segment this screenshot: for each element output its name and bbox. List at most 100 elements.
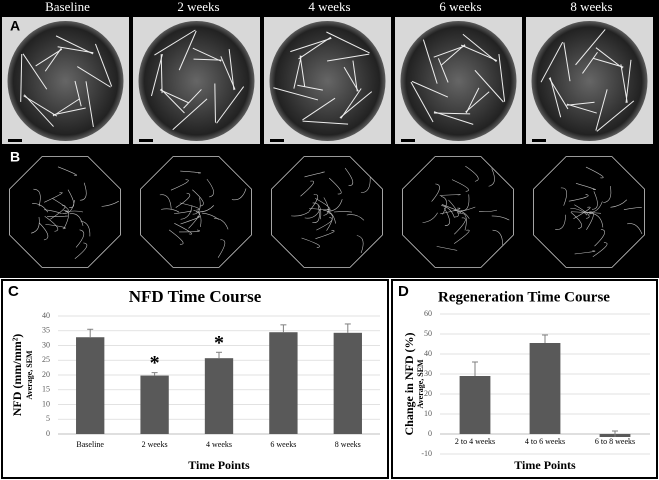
tracing-fiber — [193, 210, 202, 228]
nerve-fiber — [150, 53, 163, 97]
tracing-outline — [533, 156, 645, 268]
significance-marker: * — [150, 352, 160, 374]
nerve-fiber — [94, 43, 113, 87]
tracing-fiber — [323, 197, 329, 216]
tracing-fiber — [79, 182, 87, 201]
bar — [76, 337, 105, 434]
nerve-fiber — [549, 77, 562, 118]
tracing-fiber — [64, 210, 84, 213]
tracing-fiber — [180, 216, 201, 225]
tracing-fiber — [175, 192, 191, 208]
tracing-fiber — [574, 204, 590, 219]
panel-label: A — [10, 18, 20, 34]
tracing-outline — [9, 156, 121, 268]
panel-c-frame — [1, 279, 389, 479]
nerve-fiber — [460, 44, 498, 62]
nerve-fiber — [22, 53, 48, 90]
tracing-fiber — [291, 211, 309, 217]
nerve-fiber — [44, 47, 62, 72]
tracing-fiber — [201, 212, 219, 220]
nerve-fiber — [433, 45, 466, 58]
scale-bar — [8, 139, 22, 142]
tracing-fiber — [627, 223, 643, 235]
nerve-fiber — [596, 100, 635, 132]
nerve-fiber — [20, 53, 23, 102]
nerve-fiber — [566, 103, 597, 114]
tracing-fiber — [180, 205, 193, 220]
tracing-fiber — [344, 167, 354, 187]
nerve-fiber — [340, 88, 362, 119]
x-tick-label: Baseline — [76, 440, 104, 449]
tracing-fiber — [491, 215, 510, 221]
nerve-fiber — [575, 29, 606, 66]
tracing-fiber — [454, 217, 466, 235]
nerve-fiber — [57, 46, 94, 54]
x-tick-label: 2 to 4 weeks — [455, 437, 495, 446]
microscopy-image-field — [269, 21, 386, 141]
tracing-fiber — [555, 214, 566, 230]
bar — [269, 332, 298, 434]
tracing-fiber — [592, 242, 608, 257]
y-tick-label: 0 — [428, 429, 432, 438]
nerve-fiber — [302, 120, 349, 125]
tracing-fiber — [231, 188, 247, 201]
tracing-fiber — [323, 210, 336, 224]
tracing-fiber — [610, 199, 628, 208]
nerve-fiber — [326, 31, 370, 54]
bar — [529, 343, 561, 434]
scale-bar — [401, 139, 415, 142]
scale-bar — [270, 139, 284, 142]
nerve-fiber — [297, 84, 323, 91]
nerve-fiber — [193, 58, 222, 61]
tracing-fiber — [591, 191, 598, 210]
nerve-fiber — [302, 97, 336, 121]
tracing-fiber — [33, 188, 41, 207]
tracing-fiber — [300, 180, 314, 197]
tracing-fiber — [62, 200, 75, 214]
nerve-fiber — [220, 56, 236, 90]
x-tick-label: 2 weeks — [142, 440, 168, 449]
nerve-fiber — [625, 59, 632, 103]
y-tick-label: 20 — [42, 370, 50, 379]
nerve-fiber — [214, 83, 216, 123]
x-tick-label: 4 to 6 weeks — [525, 437, 565, 446]
tracing-fiber — [570, 208, 588, 216]
y-tick-label: 10 — [424, 409, 432, 418]
tracing-fiber — [591, 213, 604, 228]
nerve-fiber — [293, 55, 302, 89]
nerve-fiber — [159, 89, 189, 104]
tracing-fiber — [574, 250, 596, 255]
tracing-fiber — [440, 196, 447, 215]
nerve-fiber — [327, 53, 370, 62]
y-tick-label: 35 — [42, 326, 50, 335]
tracing-fiber — [44, 192, 63, 203]
bar — [140, 375, 169, 434]
column-label: 2 weeks — [177, 0, 219, 14]
nerve-fiber — [433, 111, 474, 125]
tracing-fiber — [443, 207, 450, 227]
x-axis-label: Time Points — [188, 458, 250, 472]
nerve-fiber — [437, 58, 449, 83]
column-label: 4 weeks — [308, 0, 350, 14]
nerve-fiber — [343, 66, 359, 92]
tracing-fiber — [179, 229, 200, 233]
nerve-fiber — [154, 29, 196, 56]
panel-label: C — [8, 283, 19, 300]
tracing-fiber — [492, 229, 504, 245]
nerve-fiber — [593, 57, 624, 68]
tracing-fiber — [38, 222, 49, 241]
x-tick-label: 6 weeks — [270, 440, 296, 449]
nerve-fiber — [620, 64, 628, 103]
tracing-fiber — [47, 215, 69, 218]
tracing-fiber — [328, 199, 343, 212]
microscopy-image-field — [531, 21, 648, 141]
tracing-fiber — [568, 194, 589, 202]
tracing-outline — [402, 156, 514, 268]
nerve-fiber — [540, 41, 564, 83]
tracing-fiber — [329, 177, 342, 195]
tracing-fiber — [312, 202, 322, 220]
tracing-fiber — [316, 217, 333, 231]
nerve-fiber — [52, 98, 80, 117]
nerve-fiber — [23, 94, 54, 127]
tracing-fiber — [80, 220, 91, 237]
